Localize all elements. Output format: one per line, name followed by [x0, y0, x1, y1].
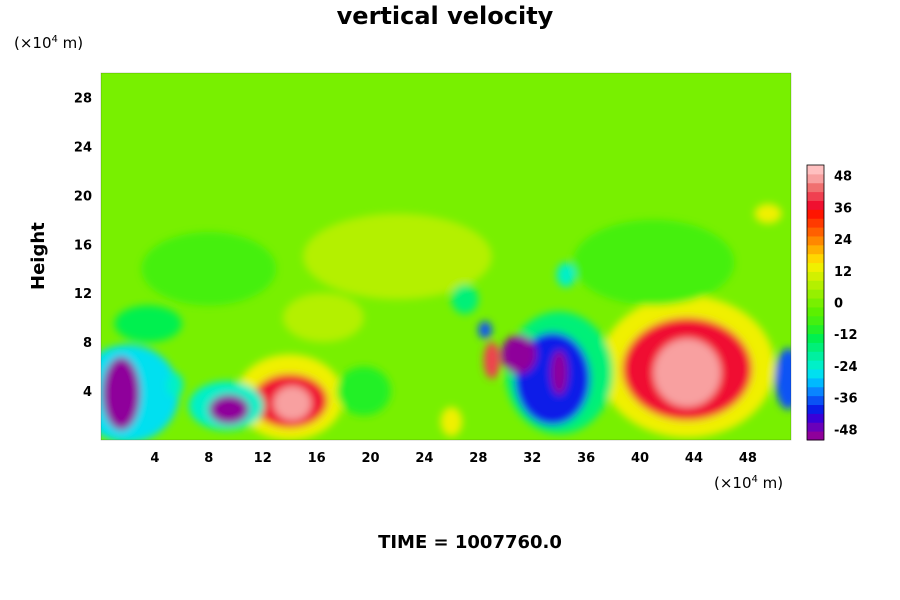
contour-cell-1 — [303, 213, 492, 300]
y-tick-label-24: 24 — [74, 140, 92, 155]
colorbar-band-17 — [807, 280, 824, 290]
x-axis: 4 8 12 16 20 24 28 32 36 40 44 48 — [150, 451, 757, 466]
y-tick-label-20: 20 — [74, 189, 92, 204]
chart-title: vertical velocity — [336, 2, 554, 30]
colorbar-band-23 — [807, 227, 824, 237]
colorbar-band-25 — [807, 209, 824, 219]
contour-cell-25 — [556, 262, 576, 288]
colorbar-band-12 — [807, 324, 824, 335]
contour-cell-22 — [440, 406, 463, 437]
colorbar-band-15 — [807, 298, 824, 308]
x-tick-label-8: 8 — [204, 451, 213, 466]
x-tick-label-48: 48 — [739, 451, 757, 466]
colorbar-tick-36: 36 — [834, 201, 852, 216]
x-tick-label-28: 28 — [469, 451, 487, 466]
colorbar-frame — [806, 164, 825, 441]
x-unit-suffix: m) — [757, 474, 784, 492]
contour-cell-23 — [483, 342, 500, 379]
colorbar-band-29 — [807, 173, 824, 184]
colorbar-tick-0: 0 — [834, 297, 843, 312]
x-tick-label-4: 4 — [150, 451, 159, 466]
contour-cell-17 — [501, 334, 537, 374]
colorbar-tick--24: -24 — [834, 360, 858, 375]
x-unit-exponent: 4 — [751, 474, 758, 485]
colorbar-band-9 — [807, 351, 824, 361]
colorbar-band-14 — [807, 306, 824, 317]
y-tick-label-8: 8 — [83, 336, 92, 351]
colorbar-band-27 — [807, 191, 824, 201]
colorbar-band-3 — [807, 404, 824, 414]
x-tick-label-40: 40 — [631, 451, 649, 466]
y-axis-unit: (×104 m) — [14, 34, 83, 52]
contour-cell-13 — [102, 356, 141, 431]
y-unit-exponent: 4 — [51, 34, 58, 45]
x-tick-label-20: 20 — [361, 451, 379, 466]
colorbar-band-22 — [807, 235, 824, 246]
colorbar-band-5 — [807, 386, 824, 397]
y-tick-label-28: 28 — [74, 91, 92, 106]
contour-cell-16 — [774, 348, 791, 410]
y-unit-prefix: (×10 — [14, 34, 52, 52]
x-tick-label-12: 12 — [254, 451, 272, 466]
x-unit-prefix: (×10 — [714, 474, 752, 492]
contour-cell-20 — [451, 284, 479, 314]
y-tick-label-12: 12 — [74, 287, 92, 302]
colorbar-band-28 — [807, 182, 824, 193]
colorbar-tick--12: -12 — [834, 328, 858, 343]
x-axis-unit: (×104 m) — [714, 474, 783, 492]
colorbar-band-1 — [807, 422, 824, 432]
colorbar-tick--48: -48 — [834, 423, 858, 438]
field-features — [101, 203, 791, 440]
plot-frame — [100, 72, 792, 441]
y-unit-suffix: m) — [57, 34, 84, 52]
contour-cell-24 — [754, 203, 782, 224]
colorbar-band-8 — [807, 360, 824, 370]
colorbar-band-4 — [807, 395, 824, 406]
x-tick-label-32: 32 — [523, 451, 541, 466]
colorbar-band-30 — [807, 165, 824, 175]
contour-cell-6 — [141, 232, 277, 306]
time-label: TIME = 1007760.0 — [378, 532, 562, 553]
contour-cell-18 — [273, 386, 312, 421]
x-tick-label-24: 24 — [415, 451, 433, 466]
colorbar-tick-24: 24 — [834, 233, 852, 248]
colorbar-band-24 — [807, 218, 824, 228]
colorbar-band-7 — [807, 369, 824, 379]
y-tick-label-16: 16 — [74, 238, 92, 253]
contour-cell-26 — [167, 372, 184, 398]
colorbar-band-19 — [807, 262, 824, 272]
x-tick-label-16: 16 — [308, 451, 326, 466]
colorbar-tick-48: 48 — [834, 170, 852, 185]
colorbar-band-26 — [807, 200, 824, 210]
contour-cell-21 — [551, 350, 568, 395]
colorbar-band-6 — [807, 377, 824, 388]
colorbar-band-16 — [807, 289, 824, 299]
contour-cell-9 — [653, 338, 721, 407]
colorbar-band-2 — [807, 413, 824, 423]
contour-field — [101, 73, 791, 440]
y-tick-label-4: 4 — [83, 385, 92, 400]
colorbar: 48 36 24 12 0 -12 -24 -36 -48 — [806, 164, 858, 441]
colorbar-band-11 — [807, 333, 824, 343]
contour-cell-19 — [208, 394, 250, 425]
colorbar-band-13 — [807, 315, 824, 326]
contour-cell-15 — [114, 305, 182, 343]
contour-cell-2 — [572, 219, 735, 306]
colorbar-band-10 — [807, 342, 824, 352]
colorbar-band-20 — [807, 253, 824, 264]
contour-cell-14 — [336, 366, 391, 416]
colorbar-band-18 — [807, 271, 824, 281]
contour-cell-11 — [282, 293, 364, 343]
colorbar-tick--36: -36 — [834, 392, 858, 407]
contour-cell-27 — [478, 321, 492, 339]
colorbar-band-21 — [807, 244, 824, 255]
x-tick-label-36: 36 — [577, 451, 595, 466]
colorbar-tick-12: 12 — [834, 265, 852, 280]
x-tick-label-44: 44 — [685, 451, 703, 466]
colorbar-band-0 — [807, 431, 824, 441]
y-axis: 4 8 12 16 20 24 28 — [74, 91, 92, 400]
